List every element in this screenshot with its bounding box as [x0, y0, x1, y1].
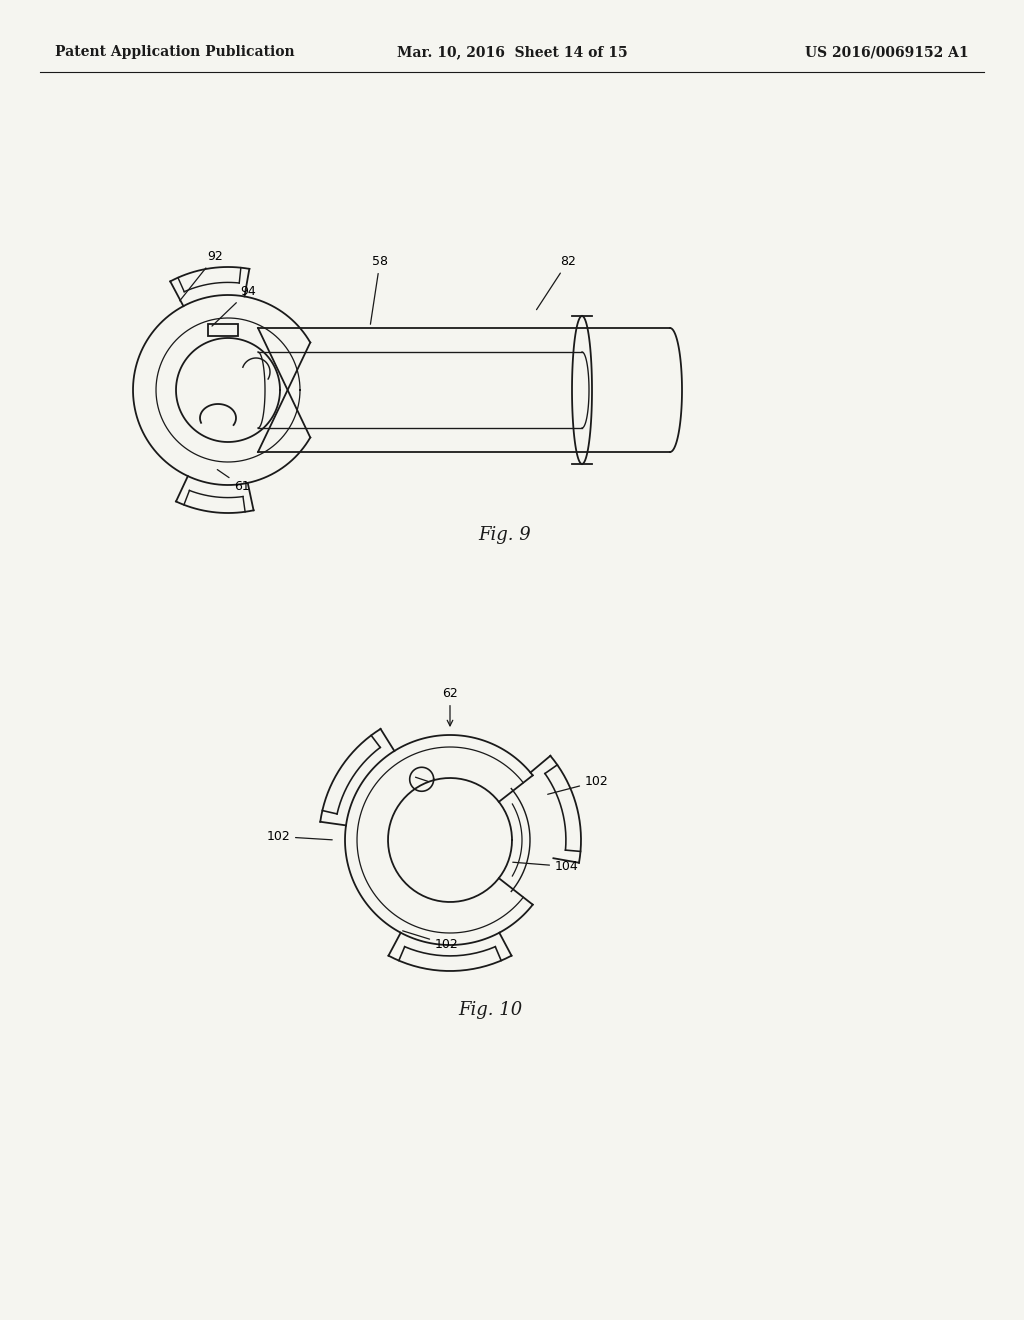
Text: 102: 102 — [266, 830, 332, 843]
Text: 82: 82 — [537, 255, 575, 310]
Text: Patent Application Publication: Patent Application Publication — [55, 45, 295, 59]
Text: Mar. 10, 2016  Sheet 14 of 15: Mar. 10, 2016 Sheet 14 of 15 — [396, 45, 628, 59]
Text: 61: 61 — [217, 470, 250, 492]
Text: 102: 102 — [548, 775, 608, 795]
Text: 62: 62 — [442, 686, 458, 726]
Text: 102: 102 — [402, 931, 459, 950]
Text: 92: 92 — [180, 249, 223, 301]
Bar — [208, 323, 238, 337]
Text: 94: 94 — [212, 285, 256, 326]
Text: Fig. 10: Fig. 10 — [458, 1001, 522, 1019]
Text: US 2016/0069152 A1: US 2016/0069152 A1 — [805, 45, 969, 59]
Text: 58: 58 — [371, 255, 388, 325]
Text: 104: 104 — [513, 861, 579, 873]
Text: Fig. 9: Fig. 9 — [478, 525, 531, 544]
